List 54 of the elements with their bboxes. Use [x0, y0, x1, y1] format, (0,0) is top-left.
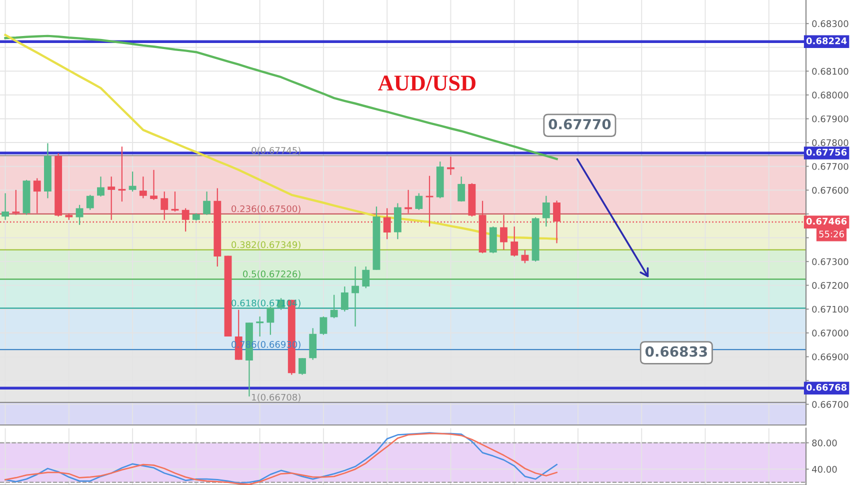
candlestick [2, 192, 10, 220]
ref-line-label: 0.236(0.67500) [232, 205, 300, 214]
y-tick-label: 0.67200 [812, 282, 848, 289]
y-tick-label: 0.67700 [812, 163, 848, 170]
y-tick-label: 0.67600 [812, 186, 848, 194]
candlestick [362, 266, 370, 289]
candlestick [256, 316, 264, 338]
candlestick [12, 189, 20, 216]
y-tick-label: 80.00 [812, 440, 837, 446]
candlestick [266, 306, 274, 336]
ref-line-label: 1(0.66708) [252, 394, 300, 402]
annotation: 0.66833 [645, 346, 707, 357]
candlestick [510, 226, 518, 258]
ref-line-label: 0.66768 [806, 384, 847, 391]
candlestick [128, 171, 136, 192]
candlestick [352, 266, 359, 328]
candlestick [108, 176, 116, 220]
y-tick-label: 0.66900 [812, 353, 848, 360]
ref-line-label: 0.68224 [806, 37, 847, 44]
candlestick [203, 191, 211, 216]
y-tick-label: 40.00 [812, 466, 837, 473]
candlestick [86, 194, 94, 210]
y-tick-label: 0.67000 [812, 330, 848, 336]
y-tick-label: 0.67300 [812, 258, 848, 266]
candlestick [521, 249, 529, 264]
text: AUD/USD [378, 76, 476, 91]
candlestick [160, 191, 168, 220]
ref-line-label: 0.67756 [806, 148, 847, 156]
ref-line-label: 0.67466 [806, 218, 847, 225]
y-tick-label: 0.68300 [812, 20, 848, 28]
y-tick-label: 0.67900 [812, 115, 848, 122]
ref-line-label: 0.5(0.67226) [243, 270, 300, 278]
y-tick-label: 0.67800 [812, 139, 848, 146]
y-tick-label: 0.67100 [812, 306, 848, 313]
candlestick [426, 175, 434, 228]
candlestick [118, 146, 126, 202]
text: 55:26 [819, 230, 844, 238]
candlestick [330, 294, 338, 319]
candlestick [150, 169, 158, 200]
candlestick [542, 195, 550, 228]
candlestick [320, 316, 328, 336]
candlestick [415, 192, 423, 210]
candlestick [33, 178, 41, 214]
candlestick [340, 286, 348, 312]
y-tick-label: 0.68100 [812, 68, 848, 75]
y-tick-label: 0.66700 [812, 401, 848, 408]
ref-line-label: 0.382(0.67349) [232, 241, 300, 250]
candlestick [139, 176, 147, 199]
candlestick [97, 176, 104, 198]
annotation: 0.67770 [548, 118, 611, 130]
y-tick-label: 0.68000 [812, 92, 848, 99]
candlestick [458, 176, 466, 202]
candlestick [298, 358, 306, 376]
candlestick [76, 204, 84, 226]
